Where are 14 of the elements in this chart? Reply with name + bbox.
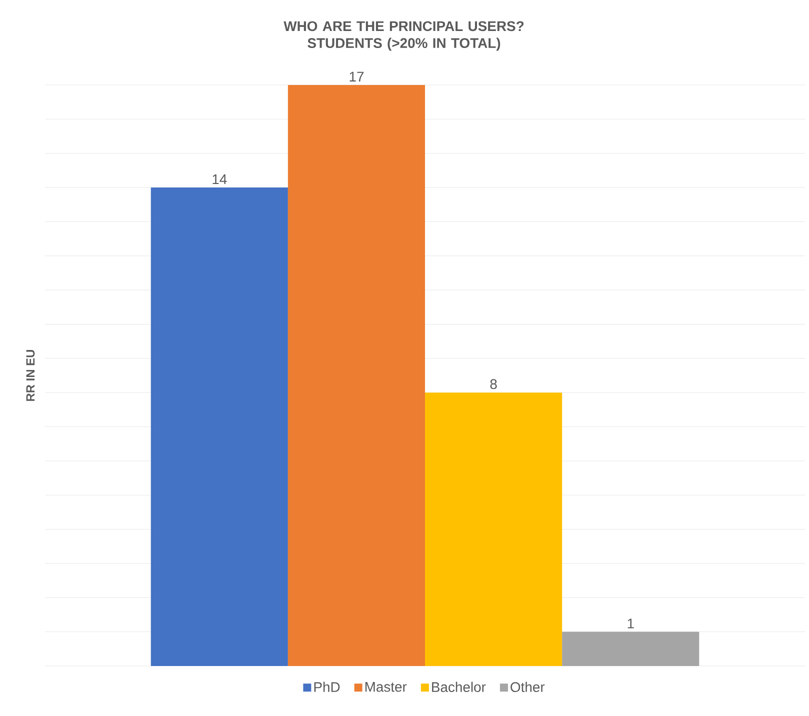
- legend-label: Other: [510, 682, 545, 692]
- bar: [562, 632, 700, 666]
- bar: [425, 392, 562, 666]
- bar: [150, 188, 288, 666]
- legend-label: Master: [365, 682, 407, 692]
- chart-title: WHO ARE THE PRINCIPAL USERS? STUDENTS (>20% IN TOTAL): [284, 21, 524, 51]
- legend-label: Bachelor: [432, 682, 486, 692]
- data-label: 8: [490, 379, 497, 390]
- legend-label: PhD: [314, 682, 340, 692]
- bar: [288, 84, 426, 666]
- data-label: 14: [212, 174, 227, 184]
- y-axis-title: RR IN EU: [26, 350, 35, 401]
- data-label: 1: [628, 618, 634, 628]
- data-label: 17: [350, 72, 364, 82]
